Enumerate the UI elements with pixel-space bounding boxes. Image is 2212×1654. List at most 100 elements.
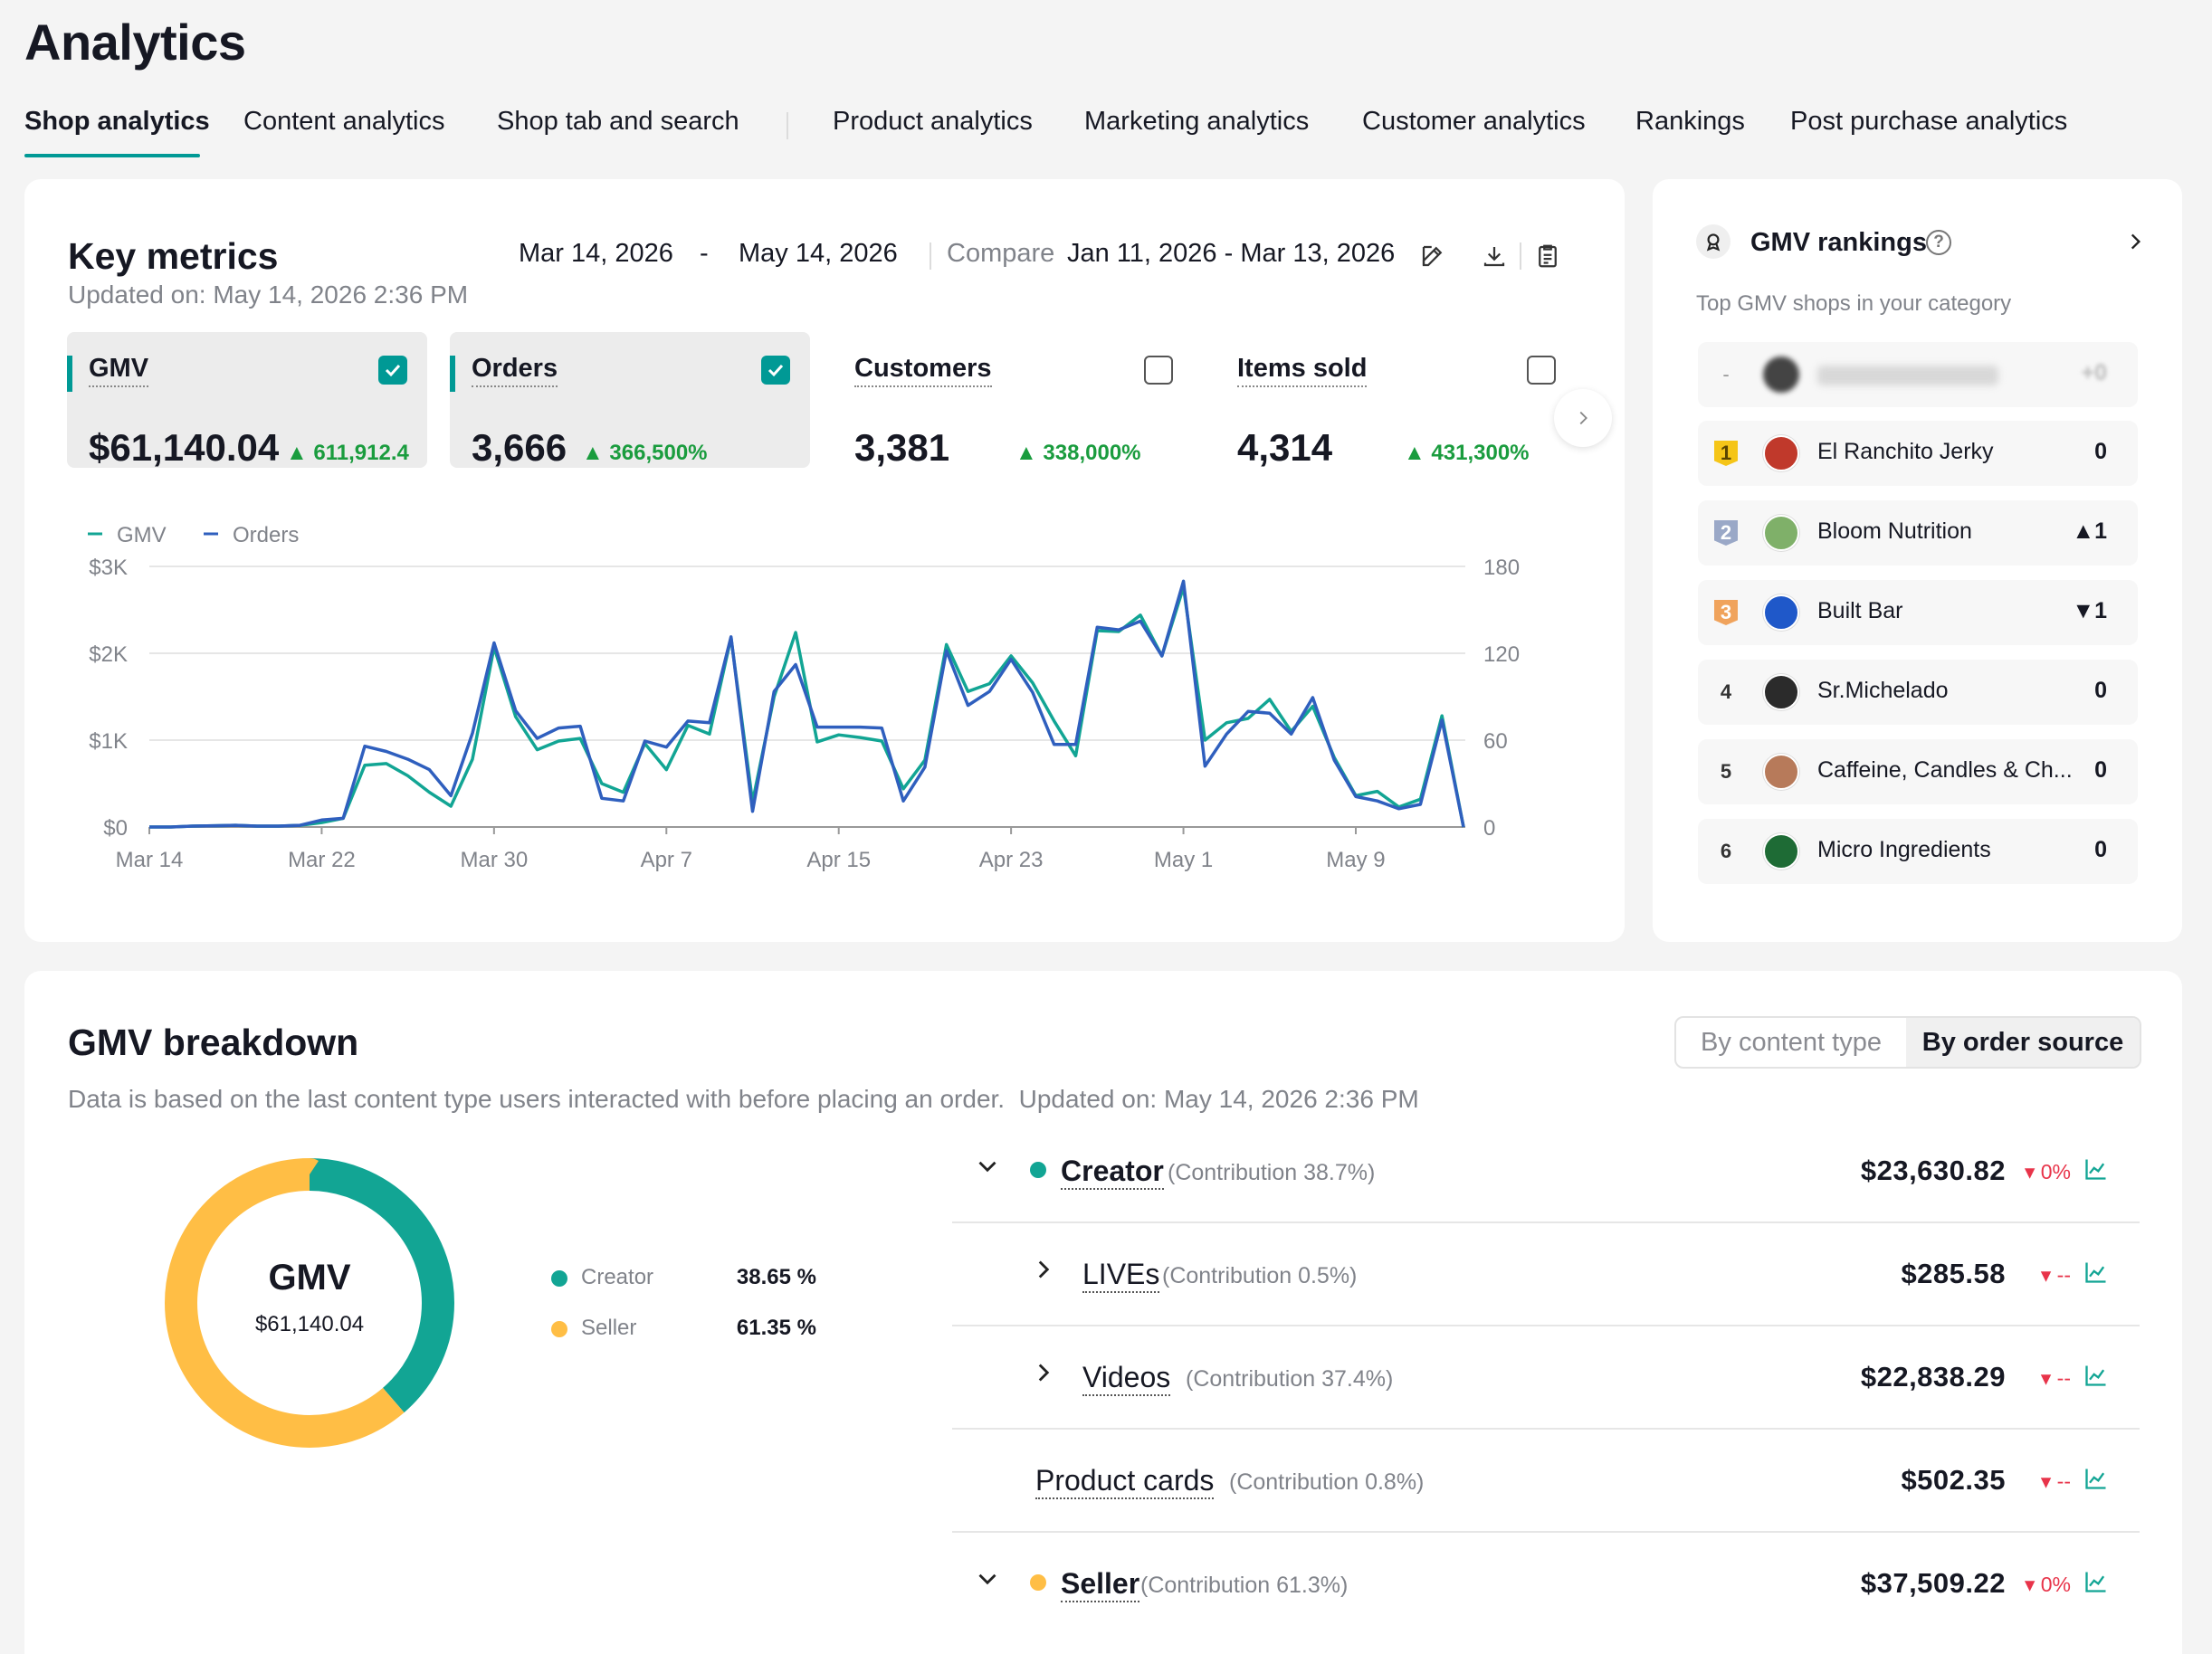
date-start[interactable]: Mar 14, 2026 bbox=[519, 239, 673, 268]
legend-label-creator: Creator bbox=[581, 1265, 654, 1289]
metric-checkbox[interactable] bbox=[761, 356, 790, 385]
shop-logo bbox=[1763, 833, 1799, 870]
metric-checkbox[interactable] bbox=[1527, 356, 1556, 385]
shop-name: Micro Ingredients bbox=[1817, 837, 1991, 862]
breakdown-name: Videos bbox=[1082, 1361, 1171, 1396]
metric-value: 3,666 bbox=[472, 426, 567, 469]
ranking-badge-icon bbox=[1696, 224, 1731, 259]
y-left-tick-label: $0 bbox=[103, 816, 128, 841]
series-line-orders bbox=[149, 579, 1465, 829]
breakdown-change: ▾ 0% bbox=[2024, 1160, 2071, 1183]
x-tick-label: May 9 bbox=[1326, 848, 1385, 872]
chevron-down-icon[interactable] bbox=[972, 1564, 1003, 1594]
trend-chart-icon[interactable] bbox=[2083, 1260, 2109, 1285]
chevron-right-icon bbox=[1579, 411, 1587, 425]
ranking-row[interactable]: 4 Sr.Michelado 0 bbox=[1698, 660, 2138, 725]
metric-checkbox[interactable] bbox=[378, 356, 407, 385]
date-separator: - bbox=[700, 239, 709, 268]
rank-change: 0 bbox=[2094, 757, 2107, 783]
breakdown-row[interactable]: Videos (Contribution 37.4%) $22,838.29 ▾ -- bbox=[952, 1326, 2140, 1430]
breakdown-row[interactable]: LIVEs (Contribution 0.5%) $285.58 ▾ -- bbox=[952, 1223, 2140, 1326]
metric-card-orders[interactable]: Orders 3,666 ▲ 366,500% bbox=[450, 332, 810, 469]
compare-range[interactable]: Jan 11, 2026 - Mar 13, 2026 bbox=[1067, 239, 1396, 268]
tab-divider bbox=[787, 112, 788, 139]
trend-chart-icon[interactable] bbox=[2083, 1569, 2109, 1594]
chevron-right-icon[interactable] bbox=[1028, 1357, 1059, 1388]
breakdown-row[interactable]: Creator (Contribution 38.7%) $23,630.82 ▾ 0… bbox=[952, 1120, 2140, 1223]
donut-value: $61,140.04 bbox=[254, 1312, 365, 1336]
breakdown-row[interactable]: Product cards (Contribution 0.8%) $502.35 ▾… bbox=[952, 1430, 2140, 1533]
rankings-subtitle: Top GMV shops in your category bbox=[1696, 291, 2012, 316]
shop-name-blurred bbox=[1817, 366, 1998, 385]
breakdown-title: GMV breakdown bbox=[68, 1022, 359, 1063]
gmv-orders-line-chart: GMV Orders $3K 180 $2K 120 $1K 60 $0 0 Mar 14 Mar 2… bbox=[88, 523, 1520, 872]
metric-change: ▲ 431,300% bbox=[1404, 441, 1530, 465]
tab-marketing-analytics[interactable]: Marketing analytics bbox=[1084, 107, 1310, 136]
breakdown-name: LIVEs bbox=[1082, 1258, 1160, 1293]
download-icon[interactable] bbox=[1479, 241, 1510, 271]
date-end[interactable]: May 14, 2026 bbox=[739, 239, 898, 268]
metric-card-items-sold[interactable]: Items sold 4,314 ▲ 431,300% bbox=[1216, 332, 1576, 469]
tab-rankings[interactable]: Rankings bbox=[1635, 107, 1745, 136]
ranking-row-your-shop[interactable]: - +0 bbox=[1698, 342, 2138, 407]
ranking-row[interactable]: 5 Caffeine, Candles & Ch... 0 bbox=[1698, 739, 2138, 804]
tab-post-purchase-analytics[interactable]: Post purchase analytics bbox=[1790, 107, 2068, 136]
page-title: Analytics bbox=[24, 14, 246, 71]
down-arrow-icon: ▾ bbox=[2024, 1160, 2041, 1183]
shop-name: Built Bar bbox=[1817, 598, 1903, 623]
donut-segment-seller bbox=[165, 1158, 454, 1448]
metric-checkbox[interactable] bbox=[1144, 356, 1173, 385]
shop-name: Caffeine, Candles & Ch... bbox=[1817, 757, 2073, 783]
category-dot bbox=[1030, 1162, 1046, 1178]
tab-customer-analytics[interactable]: Customer analytics bbox=[1362, 107, 1586, 136]
breakdown-amount: $37,509.22 bbox=[1860, 1567, 2006, 1599]
tab-shop-tab-and-search[interactable]: Shop tab and search bbox=[497, 107, 739, 136]
chevron-right-icon[interactable] bbox=[1028, 1254, 1059, 1285]
metric-card-gmv[interactable]: GMV $61,140.04 ▲ 611,912.4 bbox=[67, 332, 427, 469]
ranking-row[interactable]: 3 Built Bar ▼1 bbox=[1698, 580, 2138, 645]
x-tick-label: May 1 bbox=[1154, 848, 1213, 872]
edit-icon[interactable] bbox=[1417, 241, 1448, 271]
up-arrow-icon: ▲ bbox=[1404, 441, 1432, 465]
toggle-by-order-source[interactable]: By order source bbox=[1906, 1018, 2140, 1067]
ranking-row[interactable]: 1 El Ranchito Jerky 0 bbox=[1698, 421, 2138, 486]
metric-label: Orders bbox=[472, 354, 558, 387]
legend-label-orders: Orders bbox=[233, 523, 299, 547]
ranking-row[interactable]: 6 Micro Ingredients 0 bbox=[1698, 819, 2138, 884]
rankings-title: GMV rankings bbox=[1750, 228, 1927, 257]
metric-value: 4,314 bbox=[1237, 426, 1333, 469]
x-tick-label: Apr 15 bbox=[806, 848, 871, 872]
rankings-more-chevron-icon[interactable] bbox=[2123, 230, 2147, 258]
breakdown-amount: $23,630.82 bbox=[1860, 1155, 2006, 1186]
trend-chart-icon[interactable] bbox=[2083, 1466, 2109, 1491]
report-icon[interactable] bbox=[1532, 241, 1563, 271]
shop-name: El Ranchito Jerky bbox=[1817, 439, 1994, 464]
next-metrics-button[interactable] bbox=[1554, 389, 1612, 447]
shop-logo bbox=[1763, 754, 1799, 790]
key-metrics-title: Key metrics bbox=[68, 235, 279, 277]
toggle-by-content-type[interactable]: By content type bbox=[1701, 1028, 1882, 1057]
tab-product-analytics[interactable]: Product analytics bbox=[833, 107, 1033, 136]
breakdown-contribution: (Contribution 0.5%) bbox=[1162, 1263, 1358, 1288]
breakdown-change: ▾ -- bbox=[2040, 1366, 2071, 1390]
metric-card-customers[interactable]: Customers 3,381 ▲ 338,000% bbox=[833, 332, 1193, 469]
metric-change: ▲ 338,000% bbox=[1015, 441, 1141, 465]
down-arrow-icon: ▾ bbox=[2040, 1263, 2057, 1287]
chevron-down-icon[interactable] bbox=[972, 1151, 1003, 1182]
y-right-tick-label: 60 bbox=[1483, 729, 1508, 754]
breakdown-updated: Updated on: May 14, 2026 2:36 PM bbox=[1018, 1085, 1419, 1113]
tab-shop-analytics[interactable]: Shop analytics bbox=[24, 107, 210, 136]
shop-name: Sr.Michelado bbox=[1817, 678, 1949, 703]
breakdown-row[interactable]: Seller (Contribution 61.3%) $37,509.22 ▾ 0% bbox=[952, 1533, 2140, 1636]
trend-chart-icon[interactable] bbox=[2083, 1156, 2109, 1182]
up-arrow-icon: ▲ bbox=[1015, 441, 1044, 465]
breakdown-amount: $285.58 bbox=[1901, 1258, 2006, 1289]
trend-chart-icon[interactable] bbox=[2083, 1363, 2109, 1388]
breakdown-contribution: (Contribution 37.4%) bbox=[1186, 1366, 1394, 1392]
up-arrow-icon: ▲ bbox=[286, 441, 314, 465]
tab-content-analytics[interactable]: Content analytics bbox=[243, 107, 445, 136]
ranking-row[interactable]: 2 Bloom Nutrition ▲1 bbox=[1698, 500, 2138, 566]
rank-change: ▲1 bbox=[2072, 518, 2107, 544]
x-tick-label: Apr 7 bbox=[641, 848, 692, 872]
help-icon[interactable]: ? bbox=[1926, 230, 1951, 255]
